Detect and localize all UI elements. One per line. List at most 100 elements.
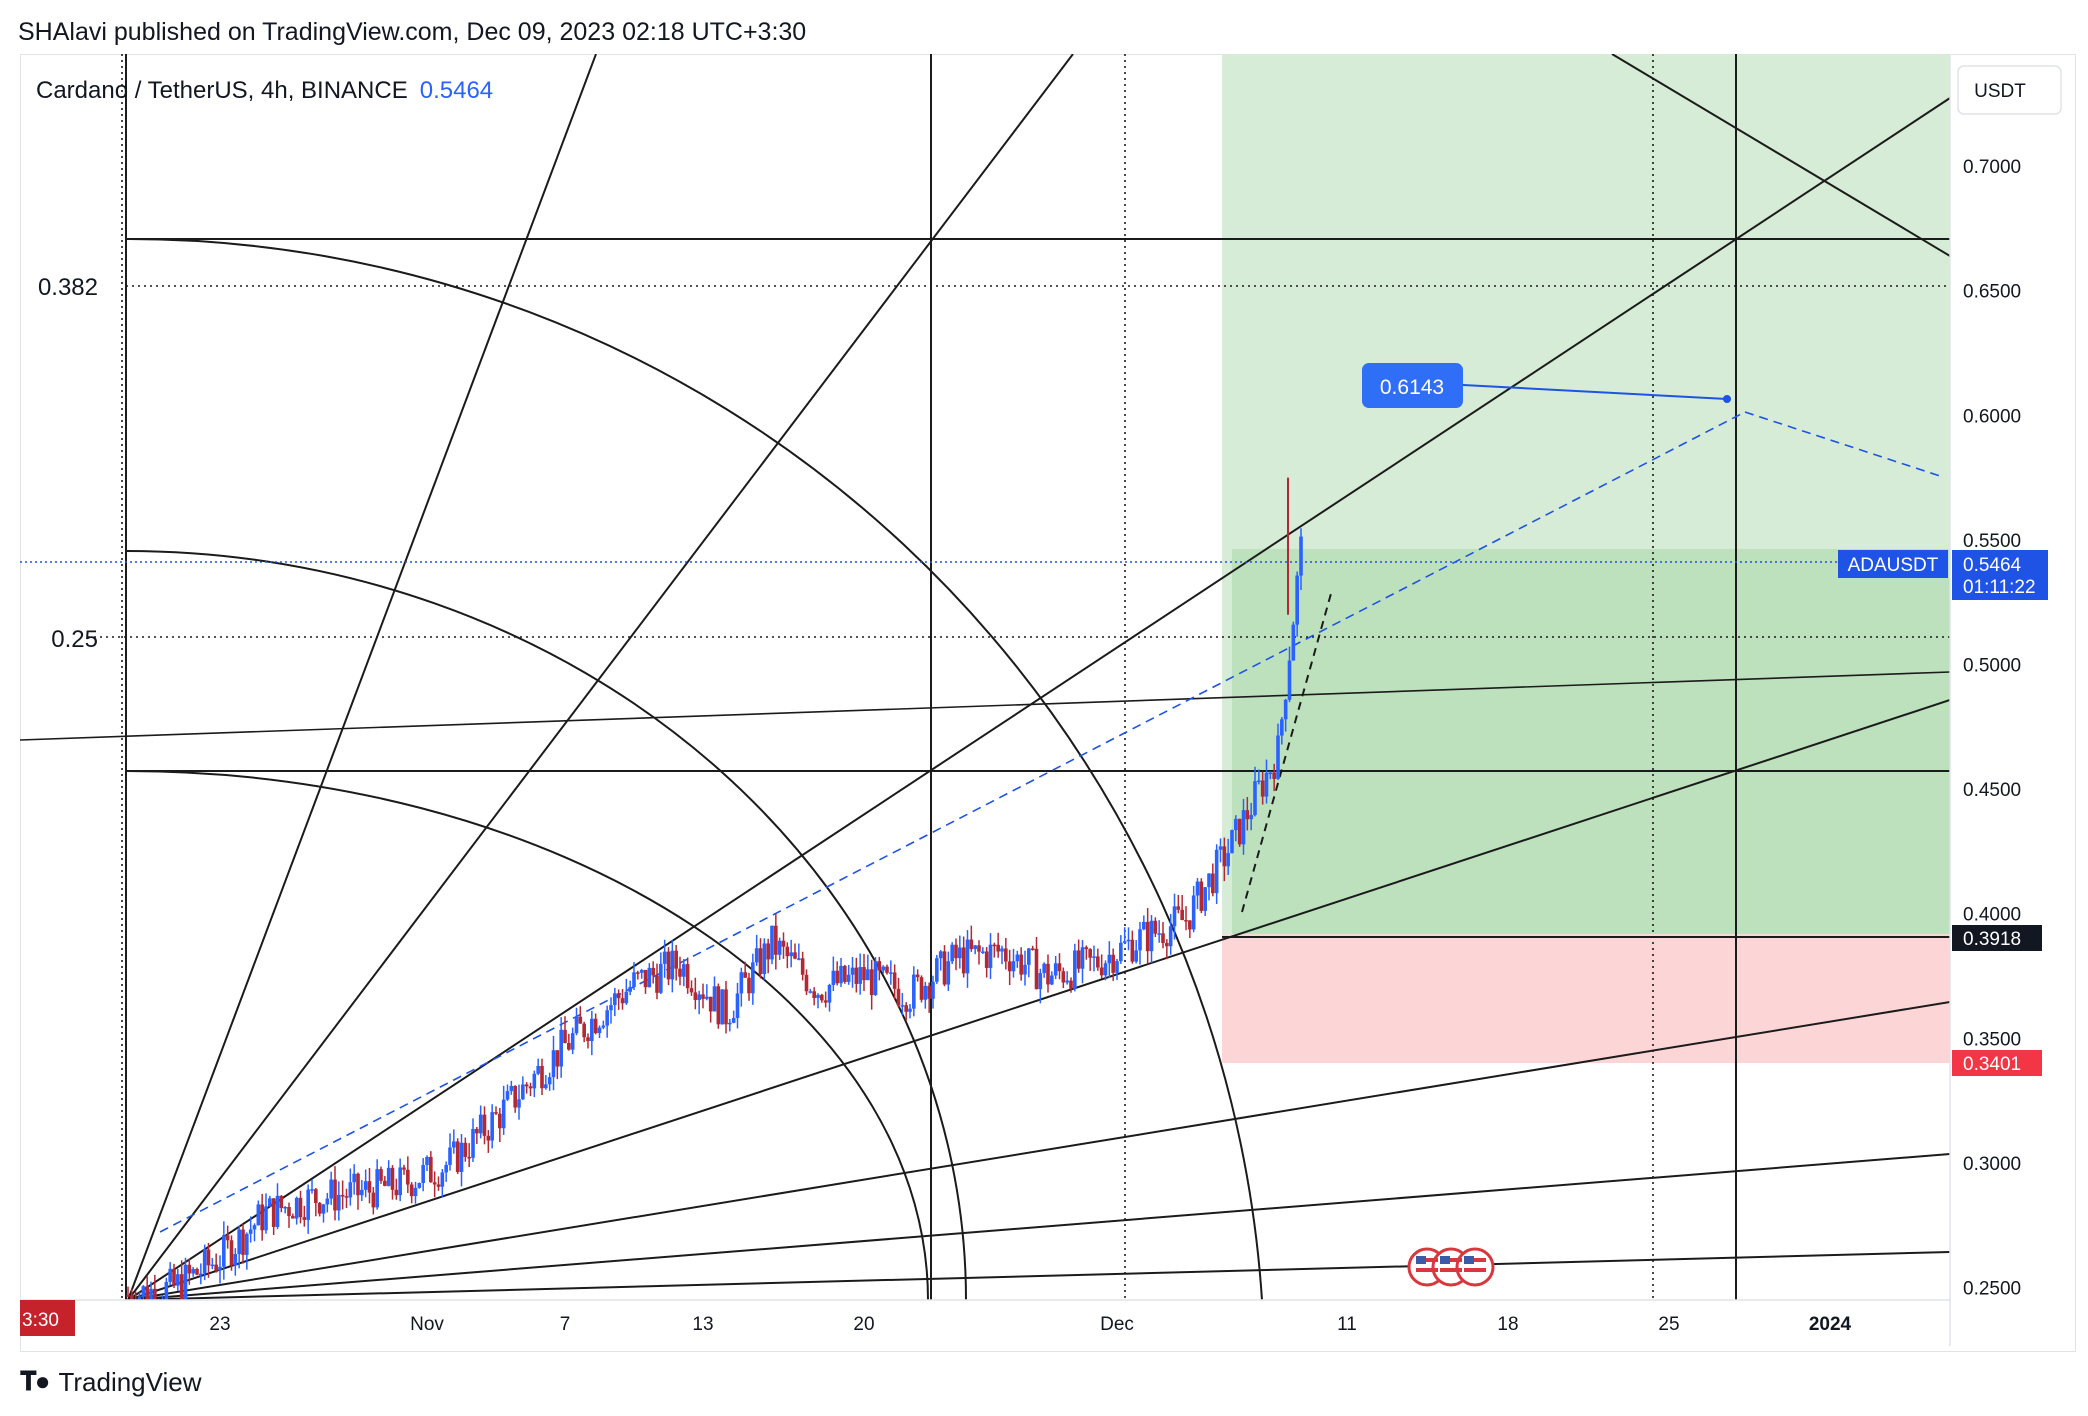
candle-body [586,1037,590,1042]
candle-body [195,1268,199,1275]
candle-body [294,1197,299,1219]
candle-body [873,961,878,996]
candle-body [340,1194,345,1197]
tradingview-logo[interactable]: 𝐓● TradingView [20,1366,202,1398]
entry-price-tag: 0.3918 [1963,929,2021,950]
candle-body [386,1167,391,1186]
candle-body [1096,956,1100,968]
candle-body [444,1164,448,1173]
candle-body [866,969,870,981]
y-tick-label: 0.3000 [1963,1154,2021,1175]
candle-body [712,986,717,1012]
candle-body [697,994,701,1000]
candle-body [302,1217,307,1220]
time-axis[interactable]: 3:30 23 Nov 7 13 20 Dec 11 18 25 2024 [20,1299,1950,1336]
candle-body [616,993,621,999]
candle-body [1291,624,1296,661]
economic-events[interactable] [1407,1247,1495,1287]
candle-body [233,1254,238,1266]
y-tick-label: 0.2500 [1963,1279,2021,1300]
candle-body [1130,939,1135,962]
candle-body [1053,963,1058,976]
candle-body [647,967,652,988]
trend-line-long [20,671,1950,741]
candle-body [1172,906,1177,927]
y-tick-label: 0.6500 [1963,282,2021,303]
candle-body [241,1229,245,1255]
candle-body [1176,906,1181,910]
target-point [1723,395,1731,403]
candle-body [264,1206,268,1231]
candle-body [582,1023,586,1038]
candle-body [1234,818,1238,831]
symbol-title[interactable]: Cardano / TetherUS, 4h, BINANCE 0.5464 [36,77,493,104]
candle-body [547,1077,552,1085]
candle-body [291,1216,295,1219]
candle-body [881,966,885,971]
candle-body [1168,926,1173,947]
candle-body [1260,780,1265,797]
candle-body [762,943,767,975]
candle-body [398,1167,402,1196]
candle-body [494,1112,498,1114]
candle-body [1226,853,1230,867]
candle-body [471,1128,475,1158]
y-tick-label: 0.4500 [1963,780,2021,801]
candle-body [222,1235,226,1267]
projection-lines[interactable] [20,384,1950,1233]
candle-body [823,1000,828,1003]
loss-zone[interactable] [1222,934,1950,1064]
candle-body [774,925,778,955]
candle-body [1241,810,1246,845]
candle-body [417,1182,422,1188]
candle-body [1099,967,1104,976]
price-axis[interactable]: USDT 0.2500 0.3000 0.3500 0.4000 0.4500 0.500… [1949,54,2062,1346]
currency-button[interactable] [1957,65,2062,115]
candle-body [965,939,970,974]
x-tick-label: 25 [1658,1314,1679,1335]
fan-line-8x1 [127,1251,1950,1300]
candle-body [287,1207,291,1217]
candle-body [137,1296,142,1300]
candle-body [1214,849,1219,894]
fan-line-1x1 [127,97,1950,1300]
candle-body [1042,963,1046,974]
candle-body [570,1033,575,1050]
candle-body [793,952,797,959]
x-tick-label: 18 [1497,1314,1518,1335]
fan-line-4x1 [127,1153,1950,1300]
candle-body [1000,948,1004,952]
candle-body [731,1018,736,1023]
candle-body [283,1207,287,1209]
candle-body [271,1198,276,1227]
x-tick-label: 7 [560,1314,571,1335]
candle-body [467,1156,471,1159]
last-price-tag-bg [1952,550,2048,600]
currency-label[interactable]: USDT [1974,81,2026,102]
candle-body [567,1043,571,1050]
target-price-label[interactable]: 0.6143 [1362,363,1463,408]
candle-body [1084,947,1089,950]
candle-body [521,1084,525,1100]
candle-body [1157,933,1161,935]
candle-body [923,985,928,1000]
candle-body [601,1025,606,1028]
price-tags[interactable]: ADAUSDT 0.5464 01:11:22 0.3918 0.3401 [1838,550,2048,1076]
candle-body [478,1114,483,1134]
candlestick-series[interactable] [126,477,1303,1323]
candle-body [988,944,993,968]
candle-body [915,974,920,978]
candle-body [490,1112,494,1141]
position-zones[interactable] [1222,54,1950,1064]
candle-body [337,1194,341,1211]
candle-body [781,940,786,947]
candle-body [720,989,724,1025]
stop-price-tag: 0.3401 [1963,1054,2021,1075]
stop-tag-bg [1952,1050,2042,1076]
candle-body [130,1295,134,1300]
countdown-tag: 01:11:22 [1963,577,2036,598]
candle-body [708,996,713,1012]
gann-drawings[interactable] [20,54,1950,1300]
candle-body [524,1084,529,1087]
